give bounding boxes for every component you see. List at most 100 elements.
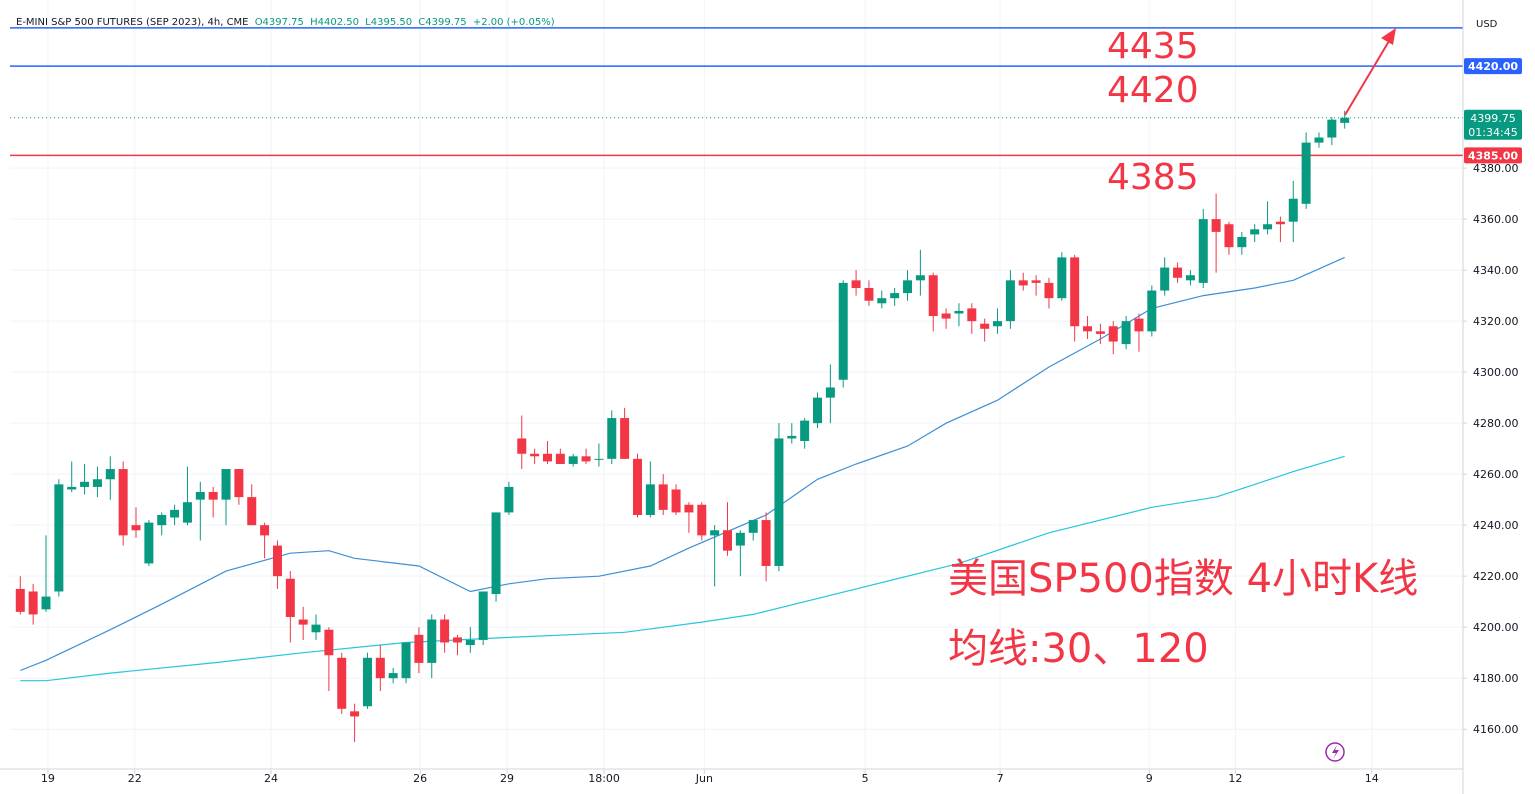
candle-body <box>272 545 282 577</box>
annotation: 4435 <box>1107 26 1199 67</box>
candle-body <box>504 486 514 513</box>
candle-body <box>452 637 462 643</box>
candle-body <box>41 596 51 610</box>
price-badge <box>1464 58 1522 75</box>
candle-body <box>517 438 527 454</box>
alert-icon[interactable] <box>1325 742 1345 762</box>
x-tick-label: 24 <box>264 772 278 785</box>
candle-body <box>1198 219 1208 283</box>
candle-body <box>247 497 257 526</box>
candle-body <box>851 280 861 288</box>
candle-body <box>375 657 385 679</box>
candle-body <box>735 532 745 546</box>
moving-average <box>20 256 1345 672</box>
candle-body <box>144 522 154 564</box>
candle-body <box>427 619 437 663</box>
candle-body <box>260 525 270 536</box>
candle-body <box>1173 267 1183 278</box>
candle-body <box>890 293 900 299</box>
candle-body <box>684 504 694 513</box>
candle-body <box>28 591 38 615</box>
candle-body <box>800 420 810 442</box>
candle-body <box>170 509 180 518</box>
candle-body <box>478 591 488 640</box>
candle-body <box>311 624 321 633</box>
candle-body <box>465 639 475 646</box>
candle-body <box>362 657 372 707</box>
alert-bolt <box>1332 745 1339 759</box>
candle-body <box>1108 326 1118 342</box>
x-tick-label: 18:00 <box>588 772 620 785</box>
candle-body <box>1250 229 1260 235</box>
y-tick-label: 4160.00 <box>1473 723 1519 736</box>
x-tick-label: 29 <box>500 772 514 785</box>
annotation: 4420 <box>1107 70 1199 111</box>
candle-body <box>967 308 977 322</box>
moving-average <box>20 455 1345 682</box>
candle-body <box>954 310 964 314</box>
candle-body <box>864 287 874 301</box>
candle-body <box>285 578 295 617</box>
candle-body <box>542 453 552 462</box>
x-tick-label: 12 <box>1228 772 1242 785</box>
candle-body <box>221 469 231 500</box>
currency: USD <box>1476 19 1498 30</box>
candle-body <box>350 711 360 717</box>
candle-body <box>813 397 823 424</box>
x-tick-label: 19 <box>41 772 55 785</box>
y-tick-label: 4200.00 <box>1473 621 1519 634</box>
x-tick-label: 5 <box>862 772 869 785</box>
candle-body <box>1057 257 1067 299</box>
candle-body <box>658 484 668 510</box>
y-tick-label: 4260.00 <box>1473 468 1519 481</box>
candle-body <box>1211 219 1221 232</box>
annotation: 4385 <box>1107 157 1199 198</box>
candle-body <box>1070 257 1080 327</box>
y-tick-label: 4240.00 <box>1473 519 1519 532</box>
candle-body <box>555 453 565 464</box>
candle-body <box>1288 198 1298 222</box>
candle-body <box>1237 236 1247 248</box>
candle-body <box>298 619 308 625</box>
x-tick-label: 9 <box>1146 772 1153 785</box>
candle-body <box>607 418 617 459</box>
candle-body <box>1301 142 1311 204</box>
last-price-label: 4399.75 <box>1470 112 1516 125</box>
candle-body <box>1031 280 1041 283</box>
candle-body <box>530 453 540 457</box>
candle-body <box>993 321 1003 327</box>
countdown: 01:34:45 <box>1468 126 1517 139</box>
price-badge-label: 4385.00 <box>1468 149 1518 162</box>
candle-body <box>208 492 218 500</box>
candle-body <box>671 489 681 513</box>
candle-body <box>401 642 411 679</box>
candle-body <box>1083 326 1093 332</box>
candle-body <box>1275 221 1285 225</box>
ohlc-change: +2.00 (+0.05%) <box>472 17 555 28</box>
y-tick-label: 4300.00 <box>1473 366 1519 379</box>
candle-body <box>928 275 938 317</box>
candle-body <box>1224 224 1234 248</box>
candle-body <box>414 634 424 663</box>
candle-body <box>697 504 707 536</box>
x-tick-label: 14 <box>1365 772 1379 785</box>
candle-body <box>774 438 784 566</box>
candle-body <box>337 657 347 709</box>
candle-body <box>1327 119 1337 138</box>
candle-body <box>80 481 90 487</box>
ohlc-close: C4399.75 <box>418 17 467 28</box>
arrow-line <box>1344 35 1393 116</box>
price-badge-label: 4420.00 <box>1468 60 1518 73</box>
candle-body <box>388 673 398 679</box>
x-tick-label: 26 <box>413 772 427 785</box>
candle-body <box>92 479 102 487</box>
candle-body <box>1185 275 1195 281</box>
y-tick-label: 4380.00 <box>1473 162 1519 175</box>
candle-body <box>915 275 925 281</box>
candle-body <box>1121 321 1131 345</box>
candle-body <box>1147 290 1157 332</box>
symbol-title: E-MINI S&P 500 FUTURES (SEP 2023), 4h, C… <box>16 17 249 28</box>
candle-body <box>941 313 951 319</box>
